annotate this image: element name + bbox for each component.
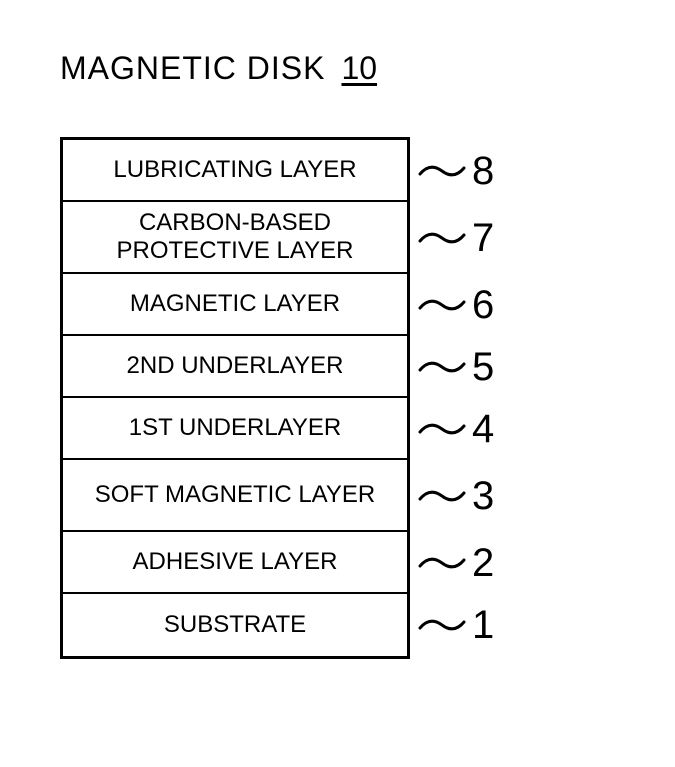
ref-number: 1 <box>472 603 494 648</box>
layer-label: 2ND UNDERLAYER <box>127 352 344 380</box>
ref-number: 2 <box>472 541 494 586</box>
ref-row: 3 <box>418 460 494 532</box>
ref-number: 3 <box>472 474 494 519</box>
diagram-title: MAGNETIC DISK <box>60 50 325 87</box>
leader-tilde-icon <box>418 610 466 640</box>
layer-label: SUBSTRATE <box>164 611 306 639</box>
layer-substrate: SUBSTRATE <box>63 594 407 656</box>
leader-tilde-icon <box>418 156 466 186</box>
ref-number: 6 <box>472 283 494 328</box>
layer-second-underlayer: 2ND UNDERLAYER <box>63 336 407 398</box>
diagram-title-row: MAGNETIC DISK 10 <box>60 50 494 87</box>
ref-number: 8 <box>472 149 494 194</box>
leader-tilde-icon <box>418 223 466 253</box>
ref-row: 8 <box>418 140 494 202</box>
ref-row: 4 <box>418 398 494 460</box>
layer-label: ADHESIVE LAYER <box>133 548 338 576</box>
ref-row: 2 <box>418 532 494 594</box>
diagram-container: MAGNETIC DISK 10 LUBRICATING LAYER CARBO… <box>60 50 494 659</box>
layer-label: 1ST UNDERLAYER <box>129 414 342 442</box>
layer-label: LUBRICATING LAYER <box>113 156 356 184</box>
ref-row: 6 <box>418 274 494 336</box>
layer-first-underlayer: 1ST UNDERLAYER <box>63 398 407 460</box>
leader-tilde-icon <box>418 481 466 511</box>
ref-number: 4 <box>472 407 494 452</box>
layer-soft-magnetic: SOFT MAGNETIC LAYER <box>63 460 407 532</box>
ref-row: 5 <box>418 336 494 398</box>
leader-tilde-icon <box>418 352 466 382</box>
layer-lubricating: LUBRICATING LAYER <box>63 140 407 202</box>
leader-tilde-icon <box>418 548 466 578</box>
layer-adhesive: ADHESIVE LAYER <box>63 532 407 594</box>
layer-stack: LUBRICATING LAYER CARBON-BASED PROTECTIV… <box>60 137 410 659</box>
ref-number: 5 <box>472 345 494 390</box>
reference-labels: 8 7 6 5 <box>418 137 494 656</box>
layer-stack-area: LUBRICATING LAYER CARBON-BASED PROTECTIV… <box>60 137 494 659</box>
layer-label: MAGNETIC LAYER <box>130 290 340 318</box>
leader-tilde-icon <box>418 414 466 444</box>
leader-tilde-icon <box>418 290 466 320</box>
ref-number: 7 <box>472 216 494 261</box>
layer-carbon-protective: CARBON-BASED PROTECTIVE LAYER <box>63 202 407 274</box>
ref-row: 7 <box>418 202 494 274</box>
layer-magnetic: MAGNETIC LAYER <box>63 274 407 336</box>
layer-label: CARBON-BASED PROTECTIVE LAYER <box>69 209 401 264</box>
layer-label: SOFT MAGNETIC LAYER <box>95 481 376 509</box>
ref-row: 1 <box>418 594 494 656</box>
diagram-ref-number: 10 <box>341 50 377 87</box>
